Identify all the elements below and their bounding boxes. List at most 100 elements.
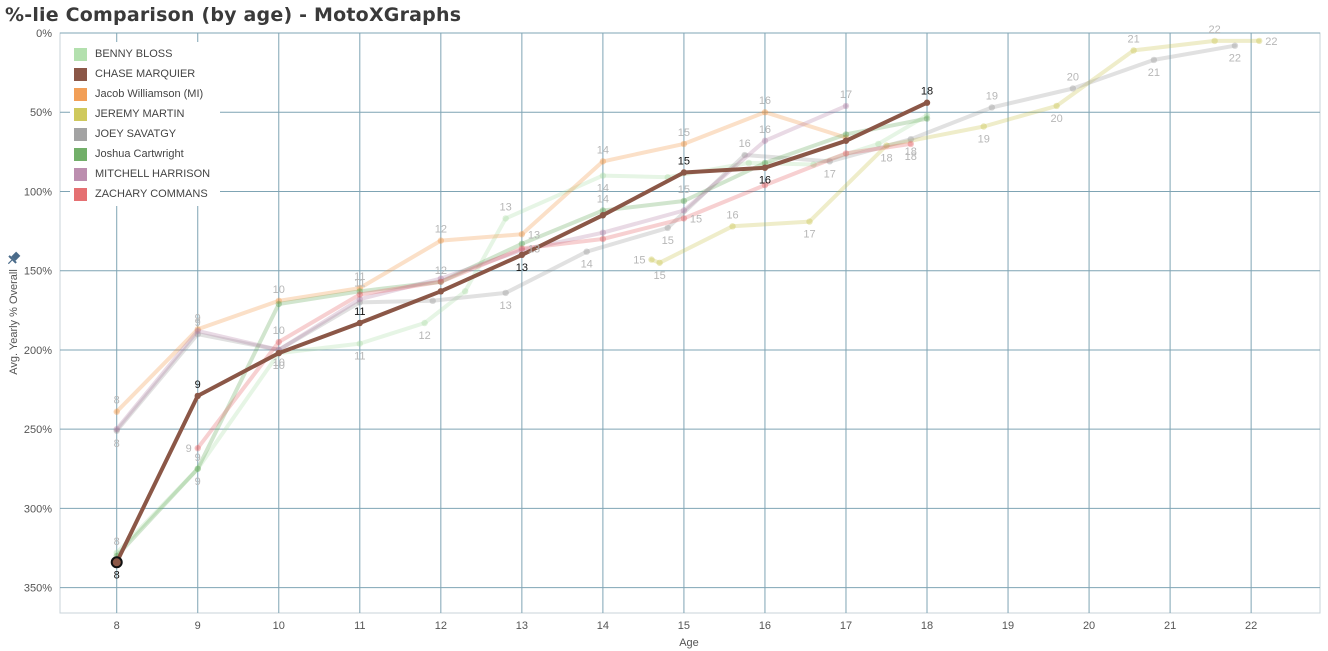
series-lines[interactable] (110, 37, 1263, 569)
data-point[interactable] (761, 181, 769, 189)
legend-item-chase-marquier[interactable]: CHASE MARQUIER (70, 64, 220, 84)
data-point[interactable] (275, 338, 282, 346)
legend-item-jeremy-martin[interactable]: JEREMY MARTIN (70, 104, 220, 124)
data-point[interactable] (680, 169, 688, 176)
data-point[interactable] (599, 235, 607, 243)
data-point[interactable] (1053, 102, 1060, 110)
series-line-jeremy-martin[interactable] (649, 38, 1262, 265)
data-point[interactable] (518, 231, 526, 238)
data-point[interactable] (194, 330, 201, 338)
data-point[interactable] (741, 151, 748, 159)
legend-item-benny-bloss[interactable]: BENNY BLOSS (70, 44, 220, 64)
data-point[interactable] (502, 289, 509, 297)
data-point[interactable] (502, 215, 509, 222)
data-point[interactable] (761, 159, 769, 167)
data-point[interactable] (980, 123, 987, 130)
data-point[interactable] (194, 392, 201, 400)
data-point[interactable] (356, 319, 364, 327)
data-point[interactable] (1231, 42, 1239, 49)
data-point[interactable] (729, 223, 736, 230)
data-point[interactable] (907, 135, 915, 143)
series-line-jacob-williamson-mi[interactable] (114, 110, 848, 414)
data-point[interactable] (110, 556, 123, 569)
data-point[interactable] (194, 327, 201, 335)
data-point[interactable] (806, 218, 813, 225)
data-point[interactable] (113, 408, 120, 415)
data-point[interactable] (518, 246, 526, 254)
data-point[interactable] (518, 245, 526, 252)
legend-item-mitchell-harrison[interactable]: MITCHELL HARRISON (70, 164, 220, 184)
data-point[interactable] (680, 140, 688, 148)
data-point[interactable] (275, 297, 282, 305)
data-point[interactable] (437, 278, 445, 285)
data-point[interactable] (599, 172, 607, 179)
data-point[interactable] (275, 300, 282, 308)
legend-item-joshua-cartwright[interactable]: Joshua Cartwright (70, 144, 220, 164)
legend-item-joey-savatgy[interactable]: JOEY SAVATGY (70, 124, 220, 144)
legend-item-zachary-commans[interactable]: ZACHARY COMMANS (70, 184, 220, 204)
data-point[interactable] (113, 425, 120, 433)
data-point[interactable] (356, 340, 364, 347)
data-point[interactable] (842, 150, 850, 157)
data-point[interactable] (923, 112, 931, 119)
data-point[interactable] (461, 288, 469, 295)
data-point[interactable] (826, 158, 833, 165)
data-point[interactable] (680, 207, 688, 214)
series-line-joey-savatgy[interactable] (114, 43, 1237, 433)
data-point[interactable] (923, 115, 931, 122)
data-point[interactable] (761, 109, 769, 116)
data-point[interactable] (356, 291, 364, 298)
data-point[interactable] (437, 278, 445, 285)
data-point[interactable] (761, 164, 769, 171)
data-point[interactable] (680, 215, 688, 222)
data-point[interactable] (113, 427, 120, 434)
data-point[interactable] (842, 102, 850, 110)
data-point[interactable] (923, 99, 931, 106)
series-line-zachary-commans[interactable] (195, 141, 913, 451)
data-point[interactable] (745, 159, 752, 167)
data-point[interactable] (356, 288, 364, 295)
data-point[interactable] (275, 349, 282, 357)
data-point[interactable] (437, 288, 445, 295)
data-point[interactable] (429, 297, 436, 305)
data-point[interactable] (356, 284, 364, 292)
data-point[interactable] (113, 549, 120, 556)
data-point[interactable] (599, 229, 607, 236)
data-point[interactable] (194, 465, 201, 472)
data-point[interactable] (648, 256, 655, 263)
data-point[interactable] (842, 137, 850, 144)
data-point[interactable] (664, 224, 671, 232)
data-point[interactable] (356, 299, 364, 306)
data-point[interactable] (810, 161, 817, 168)
data-point[interactable] (421, 319, 428, 327)
data-point[interactable] (194, 444, 201, 452)
data-point[interactable] (518, 240, 526, 247)
data-point[interactable] (907, 140, 915, 148)
data-point[interactable] (988, 104, 996, 111)
data-point[interactable] (761, 137, 769, 144)
series-line-mitchell-harrison[interactable] (114, 103, 848, 432)
data-point[interactable] (656, 259, 663, 266)
data-point[interactable] (1211, 37, 1218, 45)
data-point[interactable] (599, 207, 607, 214)
data-point[interactable] (883, 142, 890, 149)
data-point[interactable] (194, 326, 201, 333)
legend-item-jacob-williamson-mi[interactable]: Jacob Williamson (MI) (70, 84, 220, 104)
data-point[interactable] (1256, 37, 1263, 45)
data-point[interactable] (1069, 85, 1077, 92)
pin-icon[interactable] (5, 250, 22, 267)
data-point[interactable] (356, 296, 364, 303)
data-point[interactable] (842, 131, 850, 138)
data-point[interactable] (875, 140, 882, 148)
data-point[interactable] (599, 158, 607, 165)
data-point[interactable] (437, 275, 445, 282)
data-point[interactable] (599, 212, 607, 219)
data-point[interactable] (583, 248, 590, 255)
data-point[interactable] (518, 251, 526, 259)
series-line-joshua-cartwright[interactable] (114, 116, 929, 558)
data-point[interactable] (194, 465, 201, 472)
data-point[interactable] (437, 237, 445, 244)
data-point[interactable] (1150, 56, 1158, 64)
data-point[interactable] (1130, 47, 1137, 54)
data-point[interactable] (680, 197, 688, 205)
